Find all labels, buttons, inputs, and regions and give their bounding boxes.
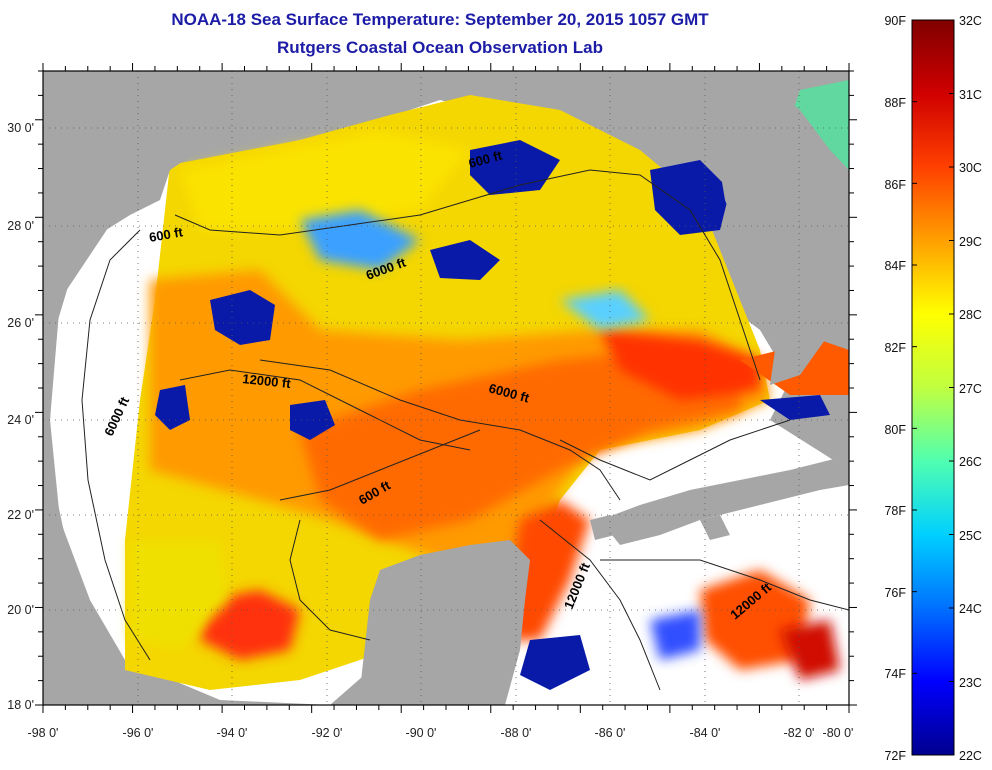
lat-tick-label: 26 0' [7,316,34,330]
map-title: NOAA-18 Sea Surface Temperature: Septemb… [171,10,709,29]
sst-field [125,71,849,690]
lon-tick-label: -88 0' [501,726,532,740]
lon-tick-label: -90 0' [406,726,437,740]
colorbar-c-label: 23C [959,676,982,690]
lon-tick-label: -82 0' [784,726,815,740]
lat-tick-label: 28 0' [7,219,34,233]
colorbar-f-label: 72F [884,749,906,763]
lon-tick-label: -84 0' [690,726,721,740]
colorbar-c-label: 25C [959,529,982,543]
lon-tick-label: -80 0' [823,726,854,740]
lon-tick-label: -96 0' [123,726,154,740]
colorbar-f-label: 80F [884,423,906,437]
map-subtitle: Rutgers Coastal Ocean Observation Lab [277,38,603,57]
graticule [43,71,849,705]
lat-tick-label: 18 0' [7,698,34,712]
colorbar-ticks [912,19,954,756]
contour-label: 12000 ft [242,371,292,391]
colorbar-f-label: 84F [884,259,906,273]
colorbar-c-label: 29C [959,235,982,249]
lat-tick-label: 22 0' [7,508,34,522]
colorbar-c-label: 22C [959,749,982,763]
colorbar-c-label: 32C [959,14,982,28]
colorbar-f-label: 90F [884,14,906,28]
lon-tick-label: -92 0' [312,726,343,740]
lon-tick-label: -86 0' [595,726,626,740]
contour-label: 600 ft [148,224,185,245]
lon-tick-label: -94 0' [217,726,248,740]
axis-ticks [35,63,857,713]
colorbar-c-label: 31C [959,88,982,102]
colorbar-f-label: 86F [884,178,906,192]
colorbar-f-label: 88F [884,96,906,110]
land-masses [43,71,849,705]
lat-tick-label: 24 0' [7,413,34,427]
colorbar-f-label: 76F [884,586,906,600]
lat-tick-label: 20 0' [7,603,34,617]
colorbar-c-label: 24C [959,602,982,616]
bathymetry-contours [81,169,849,691]
colorbar-f-label: 78F [884,504,906,518]
colorbar-c-label: 26C [959,455,982,469]
colorbar-c-label: 27C [959,382,982,396]
colorbar-c-label: 28C [959,308,982,322]
colorbar-f-label: 82F [884,341,906,355]
colorbar [911,19,955,756]
colorbar-c-label: 30C [959,161,982,175]
lat-tick-label: 30 0' [7,121,34,135]
lon-tick-label: -98 0' [28,726,59,740]
colorbar-f-label: 74F [884,667,906,681]
